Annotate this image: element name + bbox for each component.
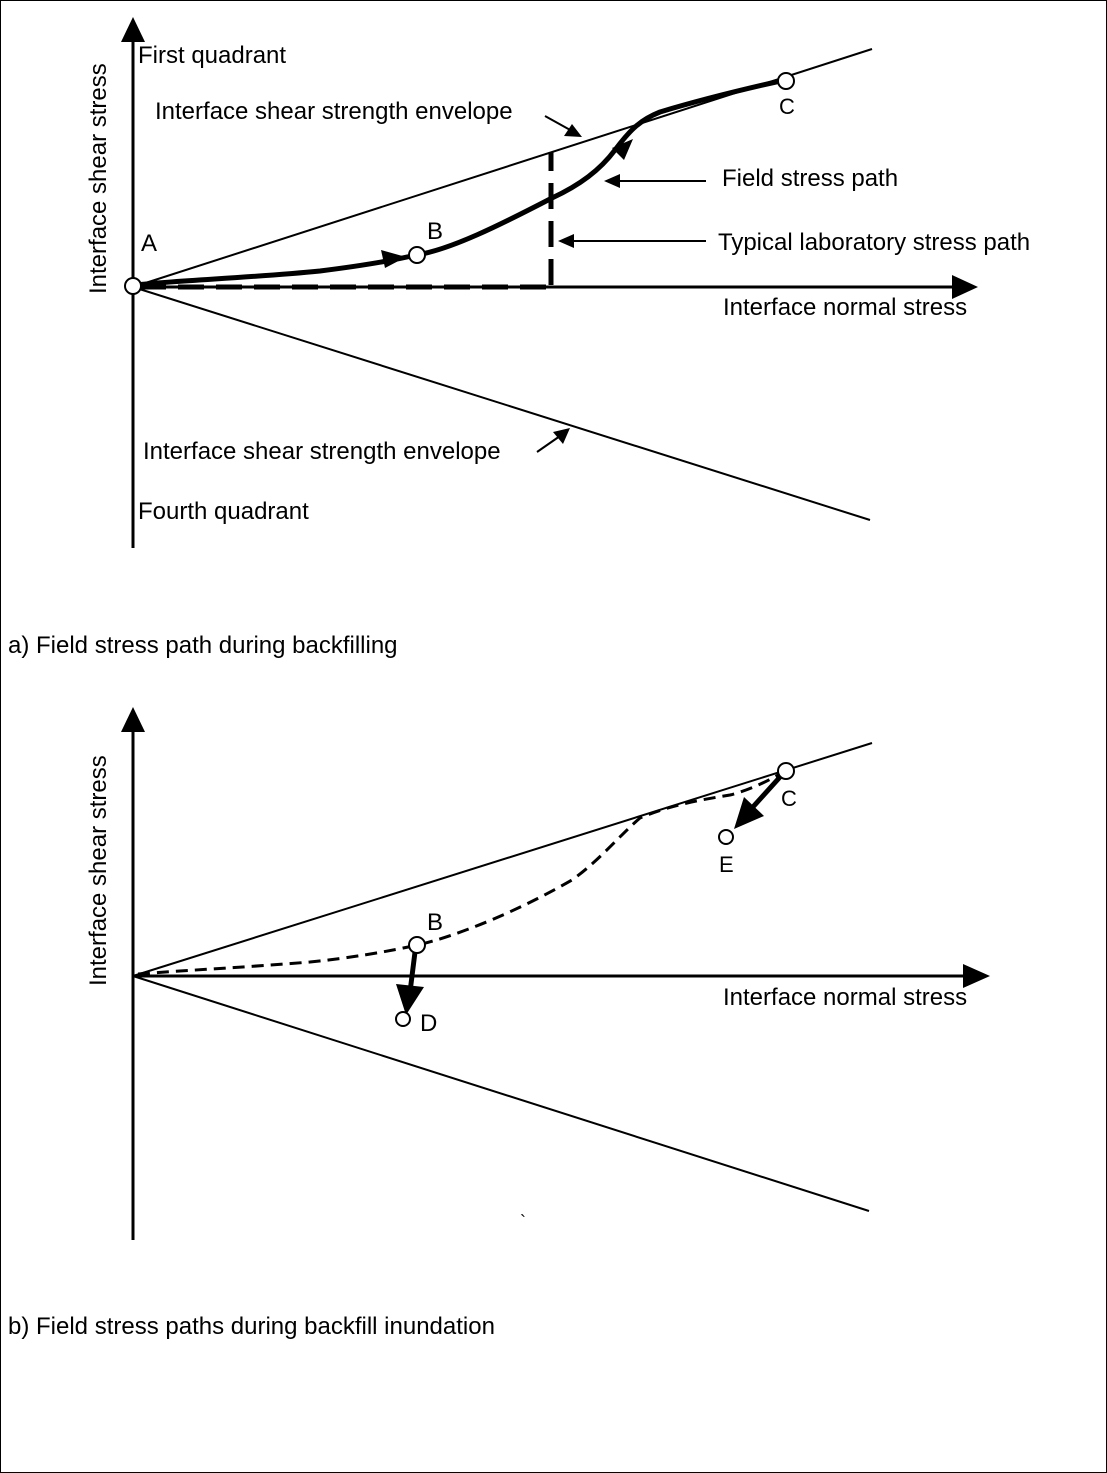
- panel-b-x-axis-label: Interface normal stress: [723, 984, 967, 1011]
- panel-a-point-b-marker: [408, 246, 426, 264]
- panel-a-upper-envelope-leader-head: [564, 124, 582, 137]
- panel-b-path-c-to-e-arrowhead: [734, 797, 764, 829]
- panel-a-lower-envelope-leader-head: [553, 428, 570, 444]
- panel-a-lower-envelope: [132, 286, 871, 521]
- panel-a-point-c-marker: [777, 72, 795, 90]
- panel-b-path-b-to-d: [407, 951, 418, 993]
- panel-b-stray-mark: `: [520, 1212, 526, 1232]
- panel-a-lower-envelope-leader: [536, 435, 561, 453]
- panel-b-point-d-label: D: [420, 1010, 437, 1037]
- panel-a-field-path-leader-head: [604, 174, 620, 188]
- panel-b-point-b-marker: [408, 936, 426, 954]
- panel-b-caption: b) Field stress paths during backfill in…: [8, 1313, 495, 1340]
- panel-a-upper-envelope-label: Interface shear strength envelope: [155, 98, 513, 125]
- panel-a-lower-envelope-label: Interface shear strength envelope: [143, 438, 501, 465]
- panel-b-path-c-to-e: [750, 775, 782, 810]
- panel-a-fourth-quadrant-label: Fourth quadrant: [138, 498, 309, 525]
- panel-a: Interface shear stress First quadrant In…: [8, 17, 1030, 659]
- panel-b-y-axis-arrowhead: [121, 707, 145, 732]
- panel-a-point-c-label: C: [779, 94, 795, 119]
- panel-a-field-path-label: Field stress path: [722, 165, 898, 192]
- panel-b-x-axis-arrowhead: [963, 964, 990, 988]
- panel-a-point-a-label: A: [141, 230, 157, 257]
- panel-b-point-e-marker: [718, 829, 734, 845]
- panel-a-field-path-arrow-2: [612, 139, 633, 160]
- panel-a-y-axis-label: Interface shear stress: [85, 63, 112, 294]
- panel-b-point-b-label: B: [427, 909, 443, 936]
- panel-a-x-axis-label: Interface normal stress: [723, 294, 967, 321]
- panel-a-upper-envelope-leader: [544, 115, 573, 132]
- panel-a-caption: a) Field stress path during backfilling: [8, 632, 398, 659]
- panel-b-y-axis-label: Interface shear stress: [85, 755, 112, 986]
- panel-b-point-c-marker: [777, 762, 795, 780]
- panel-a-field-path: [135, 77, 786, 288]
- panel-b: Interface shear stress Interface normal …: [8, 707, 990, 1340]
- panel-a-lab-path-label: Typical laboratory stress path: [718, 229, 1030, 256]
- panel-b-path-b-to-d-arrowhead: [396, 984, 424, 1015]
- panel-b-upper-envelope: [132, 742, 873, 977]
- panel-a-point-a-marker: [124, 277, 142, 295]
- panel-a-first-quadrant-label: First quadrant: [138, 42, 286, 69]
- panel-b-point-c-label: C: [781, 786, 797, 811]
- panel-b-field-path: [137, 769, 786, 976]
- panel-b-point-e-label: E: [719, 852, 734, 877]
- panel-a-y-axis-arrowhead: [121, 17, 145, 42]
- panel-b-point-d-marker: [395, 1011, 411, 1027]
- panel-a-x-axis-arrowhead: [952, 275, 978, 299]
- panel-a-field-path-arrow-1: [381, 250, 406, 268]
- panel-b-lower-envelope: [132, 975, 870, 1212]
- panel-a-lab-path-leader-head: [558, 234, 574, 248]
- panel-a-point-b-label: B: [427, 218, 443, 245]
